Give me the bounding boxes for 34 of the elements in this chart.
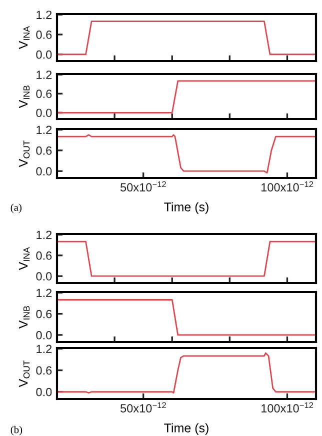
y-tick-label: 0.0 bbox=[36, 167, 52, 176]
y-axis-title: V$_{INB}$ bbox=[18, 306, 30, 329]
y-axis-title: V$_{OUT}$ bbox=[18, 360, 30, 388]
x-tick-label: 50x10$^{−12}$ bbox=[120, 181, 166, 192]
y-tick-label: 0.6 bbox=[36, 310, 52, 318]
y-tick-label: 0.0 bbox=[36, 272, 52, 280]
y-tick-label: 1.2 bbox=[36, 344, 52, 353]
y-axis-title: V$_{OUT}$ bbox=[18, 140, 30, 168]
y-tick-label: 0.6 bbox=[36, 366, 52, 375]
text: (b) bbox=[10, 426, 22, 436]
y-tick-label: 0.6 bbox=[36, 90, 52, 98]
x-tick-label: 100x10$^{−12}$ bbox=[262, 402, 314, 413]
x-axis-title: Time (s) bbox=[164, 202, 208, 214]
line-series bbox=[57, 352, 316, 394]
y-tick-label: 0.0 bbox=[36, 108, 52, 118]
y-tick-label: 0.0 bbox=[36, 50, 52, 59]
y-tick-label: 1.2 bbox=[36, 126, 52, 134]
y-tick-label: 0.6 bbox=[36, 30, 52, 39]
x-tick-label: 100x10$^{−12}$ bbox=[262, 181, 314, 192]
x-axis-title: Time (s) bbox=[164, 423, 208, 435]
x-tick-label: 50x10$^{−12}$ bbox=[120, 402, 166, 413]
y-tick-label: 0.0 bbox=[36, 388, 52, 396]
y-tick-label: 1.2 bbox=[36, 288, 52, 297]
y-tick-label: 0.0 bbox=[36, 330, 52, 340]
y-axis-title: V$_{INB}$ bbox=[18, 86, 30, 108]
y-tick-label: 1.2 bbox=[36, 70, 52, 79]
y-tick-label: 1.2 bbox=[36, 230, 52, 239]
text: (a) bbox=[10, 204, 22, 214]
line-series bbox=[57, 134, 316, 174]
y-axis-title: V$_{INA}$ bbox=[18, 26, 30, 50]
y-axis-title: V$_{INA}$ bbox=[18, 247, 30, 270]
y-tick-label: 1.2 bbox=[36, 10, 52, 19]
y-tick-label: 0.6 bbox=[36, 146, 52, 155]
y-tick-label: 0.6 bbox=[36, 251, 52, 260]
